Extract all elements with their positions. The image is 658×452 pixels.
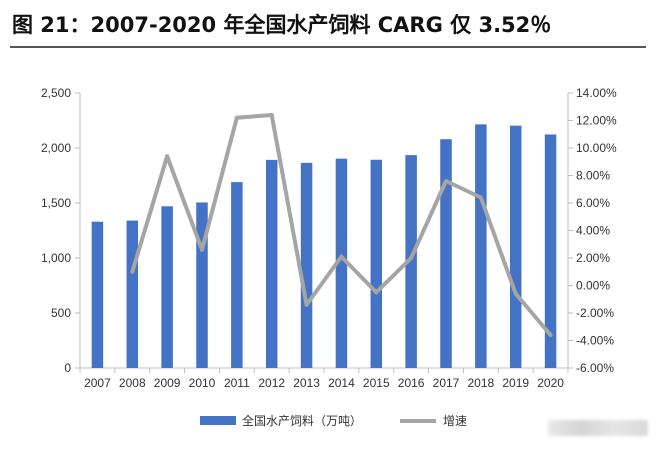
bar-2014 [335, 158, 348, 368]
x-axis-tick-label: 2008 [119, 376, 146, 390]
blurred-watermark [548, 420, 648, 436]
x-axis-tick-label: 2013 [293, 376, 320, 390]
x-axis-tick-label: 2020 [537, 376, 564, 390]
x-axis-tick-label: 2007 [84, 376, 111, 390]
x-axis-labels: 2007 2008 2009 2010 2011 2012 2013 2014 2015 2016… [84, 376, 564, 390]
growth-rate-point [269, 113, 274, 117]
growth-rate-point [478, 195, 483, 200]
left-axis-labels: 0 500 1,000 1,500 2,000 2,500 [41, 86, 71, 375]
left-axis-tick-label: 2,000 [41, 141, 71, 155]
bar-2015 [370, 159, 383, 368]
legend-swatch-bar [200, 416, 236, 425]
x-axis-tick-label: 2010 [189, 376, 216, 390]
right-axis-tick-label: -4.00% [576, 334, 614, 348]
right-axis-labels: -6.00% -4.00% -2.00% 0.00% 2.00% 4.00% 6.00% 8.… [576, 86, 617, 375]
growth-rate-point [234, 115, 239, 120]
growth-rate-point [444, 179, 448, 183]
title-underline [10, 46, 646, 48]
x-axis-tick-label: 2019 [502, 376, 529, 390]
left-axis-tick-label: 2,500 [41, 86, 71, 100]
growth-rate-point [374, 290, 379, 295]
bar-2016 [405, 155, 417, 368]
left-axis-tick-label: 1,500 [41, 196, 71, 210]
bar-2011 [231, 182, 243, 368]
growth-rate-point [130, 269, 135, 274]
growth-rate-point [165, 154, 170, 159]
x-axis-tick-label: 2018 [468, 376, 495, 390]
bar-2019 [509, 125, 522, 368]
bar-2017 [440, 139, 452, 368]
chart-title: 图 21：2007-2020 年全国水产饲料 CARG 仅 3.52％ [12, 13, 552, 37]
right-axis-tick-label: 0.00% [576, 279, 610, 293]
right-axis-tick-label: 14.00% [576, 86, 617, 100]
legend-label-line: 增速 [443, 414, 467, 428]
growth-rate-point [200, 247, 204, 252]
bar-2013 [300, 162, 313, 368]
right-axis-tick-label: 2.00% [576, 251, 610, 265]
growth-rate-point [339, 254, 344, 259]
bar-2018 [475, 124, 487, 368]
axes [75, 92, 573, 373]
growth-rate-point [548, 333, 553, 337]
right-axis-tick-label: 4.00% [576, 224, 610, 238]
x-axis-tick-label: 2014 [328, 376, 355, 390]
right-axis-tick-label: 6.00% [576, 196, 610, 210]
right-axis-tick-label: -2.00% [576, 306, 614, 320]
bar-2009 [161, 206, 173, 368]
growth-rate-point [304, 302, 309, 307]
line-series [130, 113, 553, 337]
bar-series [91, 124, 557, 368]
bar-2020 [544, 134, 557, 368]
bar-2008 [126, 220, 139, 368]
x-axis-tick-label: 2012 [258, 376, 285, 390]
x-axis-tick-label: 2011 [224, 376, 250, 390]
x-axis-tick-label: 2015 [363, 376, 390, 390]
right-axis-tick-label: 10.00% [576, 141, 617, 155]
right-axis-tick-label: -6.00% [576, 361, 614, 375]
bar-2012 [265, 159, 278, 368]
right-axis-tick-label: 8.00% [576, 169, 610, 183]
left-axis-tick-label: 500 [51, 306, 71, 320]
left-axis-tick-label: 0 [64, 361, 71, 375]
bar-2010 [196, 202, 208, 368]
x-axis-tick-label: 2017 [433, 376, 460, 390]
growth-rate-point [513, 291, 518, 296]
right-axis-tick-label: 12.00% [576, 114, 617, 128]
growth-rate-point [409, 256, 414, 260]
left-axis-tick-label: 1,000 [41, 251, 71, 265]
x-axis-tick-label: 2016 [398, 376, 425, 390]
bar-2007 [91, 221, 104, 368]
legend: 全国水产饲料（万吨） 增速 [200, 413, 467, 428]
legend-label-bar: 全国水产饲料（万吨） [242, 413, 362, 428]
x-axis-tick-label: 2009 [154, 376, 181, 390]
